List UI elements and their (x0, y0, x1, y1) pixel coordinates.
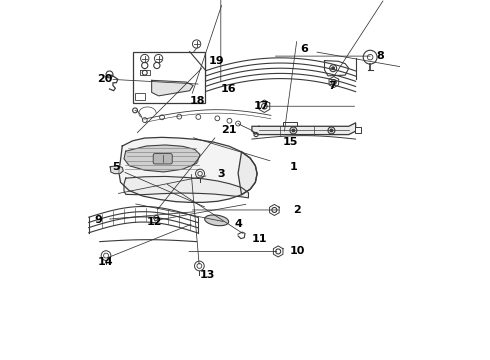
Text: 15: 15 (283, 136, 298, 147)
Ellipse shape (205, 215, 229, 226)
Circle shape (332, 67, 335, 69)
Circle shape (330, 129, 333, 132)
Polygon shape (124, 176, 248, 198)
Text: 18: 18 (190, 96, 205, 106)
Circle shape (292, 129, 295, 132)
Bar (135, 93, 145, 100)
Bar (133, 51, 205, 103)
Text: 2: 2 (294, 205, 301, 215)
Polygon shape (124, 145, 200, 172)
Bar (355, 127, 361, 133)
Text: 16: 16 (221, 84, 237, 94)
Polygon shape (119, 138, 257, 202)
Text: 10: 10 (290, 247, 305, 256)
Text: 4: 4 (235, 219, 243, 229)
Text: 14: 14 (98, 257, 113, 267)
Polygon shape (110, 166, 123, 174)
Polygon shape (252, 123, 356, 135)
FancyBboxPatch shape (153, 154, 172, 164)
Polygon shape (238, 152, 257, 195)
Text: 7: 7 (328, 81, 336, 90)
Text: 9: 9 (95, 215, 102, 225)
Text: 6: 6 (300, 44, 308, 54)
Text: 12: 12 (147, 217, 162, 227)
Text: 20: 20 (98, 73, 113, 84)
Polygon shape (152, 80, 193, 96)
Text: 1: 1 (290, 162, 298, 172)
Text: 8: 8 (376, 51, 384, 61)
Text: 19: 19 (209, 56, 224, 66)
Text: 11: 11 (252, 234, 268, 244)
Text: 13: 13 (200, 270, 216, 280)
Text: 5: 5 (112, 162, 120, 172)
Text: 21: 21 (221, 125, 236, 135)
Text: 17: 17 (254, 101, 269, 111)
Text: 3: 3 (218, 168, 225, 179)
